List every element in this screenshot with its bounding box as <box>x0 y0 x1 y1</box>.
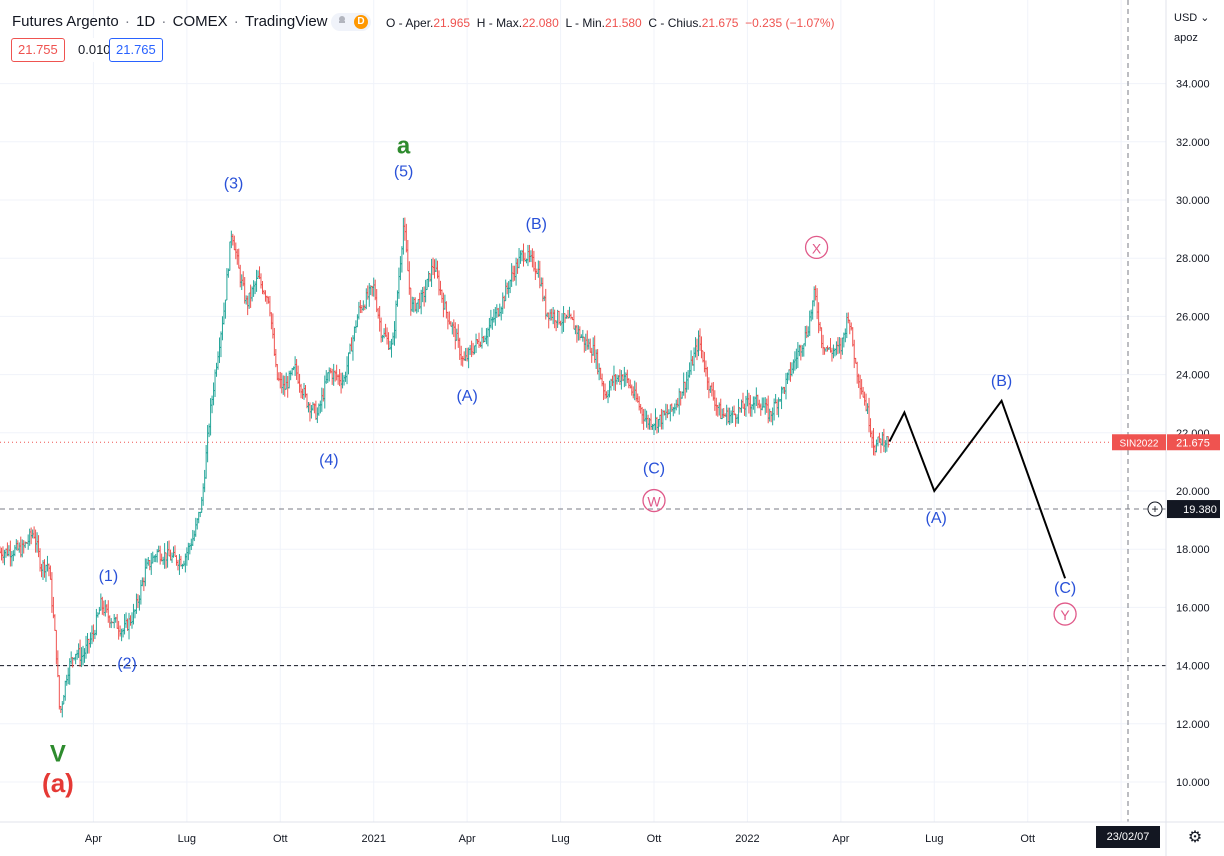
time-tick-label: Ott <box>1020 833 1035 845</box>
price-tick-label: 26.000 <box>1176 311 1210 323</box>
currency-selector[interactable]: USD ⌄ <box>1174 11 1210 24</box>
gear-icon[interactable]: ⚙ <box>1187 829 1203 846</box>
time-flag: 23/02/07 <box>1096 826 1160 848</box>
status-indicator[interactable]: D <box>331 13 371 31</box>
wave-label: (B) <box>526 216 547 233</box>
price-tick-label: 24.000 <box>1176 370 1210 382</box>
projection-path <box>888 398 1067 579</box>
symbol-name: Futures Argento <box>12 13 119 30</box>
time-axis: AprLugOtt2021AprLugOtt2022AprLugOtt2023 <box>0 821 1224 845</box>
symbol-title[interactable]: Futures Argento · 1D · COMEX · TradingVi… <box>12 13 328 30</box>
plus-icon: + <box>1151 502 1158 516</box>
exchange: COMEX <box>172 13 228 30</box>
time-tick-label: Ott <box>647 833 662 845</box>
circled-wave-text: X <box>812 240 822 256</box>
wave-label: (C) <box>643 461 665 478</box>
buy-button[interactable]: 21.765 <box>109 38 163 62</box>
circled-wave-label: Y <box>1053 602 1077 626</box>
circled-wave-text: W <box>647 494 661 510</box>
chevron-down-icon: ⌄ <box>1200 12 1210 24</box>
wave-label: (5) <box>394 164 414 181</box>
eye-icon-base <box>339 21 345 23</box>
time-tick-label: Apr <box>832 833 849 845</box>
time-tick-label: Lug <box>551 833 569 845</box>
crosshair-price-tag: 19.380 + <box>1147 500 1220 519</box>
price-tick-label: 16.000 <box>1176 602 1210 614</box>
low-value: 21.580 <box>605 16 642 30</box>
high-label: H - Max. <box>476 16 523 30</box>
open-label: O - Aper. <box>386 16 434 30</box>
wave-label: a <box>397 132 411 159</box>
wave-labels: V(a) (1) (2) (3) (4) (5) a (A) (B) (C) (A) (B) (C) W X… <box>42 132 1077 798</box>
eye-icon <box>339 16 345 22</box>
time-tick-label: Ott <box>273 833 288 845</box>
time-tick-label: Lug <box>178 833 196 845</box>
delayed-badge: D <box>354 15 368 29</box>
sell-button[interactable]: 21.755 <box>11 38 65 62</box>
close-value: 21.675 <box>701 16 739 30</box>
wave-label: (B) <box>991 373 1012 390</box>
price-tick-label: 32.000 <box>1176 137 1210 149</box>
reference-lines <box>0 0 1166 822</box>
projection-line <box>888 398 1067 579</box>
wave-label: (4) <box>319 452 339 469</box>
last-price-tag: SIN2022 21.675 <box>1112 434 1220 451</box>
data-source: TradingView <box>244 13 328 30</box>
price-tick-label: 12.000 <box>1176 719 1210 731</box>
add-alert-icon <box>1147 501 1163 517</box>
wave-label: (a) <box>42 768 74 798</box>
interval: 1D <box>136 13 156 30</box>
price-tick-label: 28.000 <box>1176 253 1210 265</box>
wave-label: (A) <box>925 510 946 527</box>
wave-label: V <box>50 741 66 768</box>
scale-mode[interactable]: apoz <box>1174 32 1198 44</box>
price-tick-label: 18.000 <box>1176 544 1210 556</box>
price-tick-label: 14.000 <box>1176 661 1210 673</box>
time-tick-label: Apr <box>85 833 102 845</box>
ohlc-bars <box>0 217 890 718</box>
price-tick-label: 20.000 <box>1176 486 1210 498</box>
grid <box>0 0 1166 822</box>
time-tick-label: 2021 <box>361 833 385 845</box>
time-tick-label: Lug <box>925 833 943 845</box>
last-price-symbol: SIN2022 <box>1120 438 1159 449</box>
ohlc-bar <box>57 675 61 710</box>
currency-label: USD <box>1174 12 1198 24</box>
ohlc-legend: O - Aper.21.965 H - Max.22.080 L - Min.2… <box>386 16 835 30</box>
ohlc-bar <box>886 436 890 448</box>
low-label: L - Min. <box>565 16 606 30</box>
change-value: −0.235 (−1.07%) <box>745 16 835 30</box>
wave-label: (2) <box>117 656 137 673</box>
price-tick-label: 30.000 <box>1176 195 1210 207</box>
crosshair-price-value: 19.380 <box>1183 504 1217 516</box>
wave-label: (1) <box>99 568 119 585</box>
price-tick-label: 10.000 <box>1176 777 1210 789</box>
wave-label: (A) <box>456 388 477 405</box>
last-price-value: 21.675 <box>1176 437 1210 449</box>
circled-wave-label: W <box>642 488 666 513</box>
close-label: C - Chius. <box>648 16 702 30</box>
circled-wave-label: X <box>804 235 829 260</box>
open-value: 21.965 <box>433 16 471 30</box>
price-tick-label: 34.000 <box>1176 79 1210 91</box>
time-tick-label: 2022 <box>735 833 759 845</box>
high-value: 22.080 <box>522 16 559 30</box>
circled-wave-text: Y <box>1060 607 1070 623</box>
wave-label: (C) <box>1054 580 1076 597</box>
time-tick-label: Apr <box>459 833 476 845</box>
wave-label: (3) <box>224 175 244 192</box>
price-axis: 10.00012.00014.00016.00018.00020.00022.0… <box>1112 0 1220 856</box>
